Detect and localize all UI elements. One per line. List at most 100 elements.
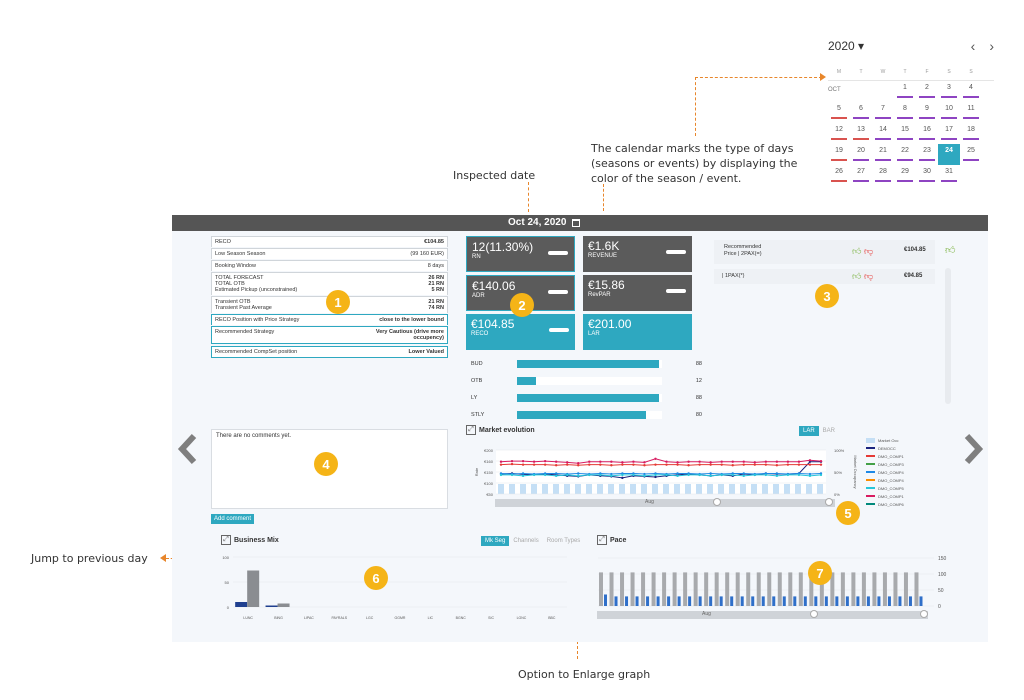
legend-entry[interactable]: DMO_COMP1: [866, 452, 936, 460]
calendar-day[interactable]: 11: [960, 102, 982, 123]
legend-entry[interactable]: DMO_COMP4: [866, 468, 936, 476]
data-point: [521, 474, 525, 478]
calendar-day[interactable]: 14: [872, 123, 894, 144]
calendar-day[interactable]: 16: [916, 123, 938, 144]
slider-handle[interactable]: [713, 498, 721, 506]
kpi-tile-rn[interactable]: 12(11.30%) RN: [466, 236, 575, 272]
calendar-day[interactable]: 1: [894, 81, 916, 102]
weekday-label: F: [925, 69, 929, 75]
data-point: [819, 459, 823, 463]
bar: [698, 596, 702, 606]
tab-room-types[interactable]: Room Types: [546, 538, 581, 544]
bar-fill: [517, 393, 659, 402]
calendar-day[interactable]: 6: [850, 102, 872, 123]
day-number: 25: [967, 147, 975, 154]
calendar-day[interactable]: 12: [828, 123, 850, 144]
calendar-day[interactable]: 13: [850, 123, 872, 144]
tab-lar[interactable]: LAR: [799, 426, 819, 436]
slider-handle[interactable]: [920, 610, 928, 618]
slider-handle[interactable]: [810, 610, 818, 618]
calendar-day[interactable]: 20: [850, 144, 872, 165]
legend-swatch: [866, 447, 875, 449]
calendar-day[interactable]: 27: [850, 165, 872, 186]
calendar-day[interactable]: 2: [916, 81, 938, 102]
day-number: 13: [857, 126, 865, 133]
occupancy-bar: [674, 484, 680, 494]
calendar-day[interactable]: 31: [938, 165, 960, 186]
day-color-bar: [963, 138, 979, 140]
previous-day-button[interactable]: [177, 432, 199, 466]
calendar-day[interactable]: 30: [916, 165, 938, 186]
thumbs-up-icon[interactable]: 👍︎: [852, 271, 862, 281]
tab-bar[interactable]: BAR: [822, 428, 836, 434]
calendar-day[interactable]: 7: [872, 102, 894, 123]
legend-entry[interactable]: DMO_COMP1: [866, 492, 936, 500]
kpi-tile-revenue[interactable]: €1.6K REVENUE: [583, 236, 692, 272]
next-day-button[interactable]: [962, 432, 984, 466]
expand-icon[interactable]: ⤢: [221, 535, 231, 545]
data-point: [808, 474, 812, 478]
calendar-day[interactable]: 17: [938, 123, 960, 144]
calendar-day[interactable]: 9: [916, 102, 938, 123]
calendar-prev-button[interactable]: ‹: [970, 38, 976, 54]
bar: [672, 572, 677, 606]
day-number: 14: [879, 126, 887, 133]
thumbs-down-icon[interactable]: 👎︎: [864, 271, 874, 281]
calendar-day[interactable]: 10: [938, 102, 960, 123]
market-range-slider[interactable]: Aug: [495, 498, 835, 507]
kpi-tile-revpar[interactable]: €15.86 RevPAR: [583, 275, 692, 311]
kpi-tile-lar[interactable]: €201.00 LAR: [583, 314, 692, 350]
slider-handle[interactable]: [825, 498, 833, 506]
bar: [866, 596, 870, 606]
expand-icon[interactable]: ⤢: [466, 425, 476, 435]
bar: [662, 572, 667, 606]
calendar-next-button[interactable]: ›: [989, 38, 994, 54]
expand-icon[interactable]: ⤢: [597, 535, 607, 545]
calendar-day[interactable]: 5: [828, 102, 850, 123]
legend-entry[interactable]: Market Occ: [866, 436, 936, 444]
calendar-year-select[interactable]: 2020 ▾: [828, 39, 865, 53]
data-point: [588, 460, 591, 463]
calendar-day[interactable]: 24: [938, 144, 960, 165]
calendar-day[interactable]: 8: [894, 102, 916, 123]
data-point: [632, 463, 635, 466]
calendar-day[interactable]: 4: [960, 81, 982, 102]
calendar-day[interactable]: 25: [960, 144, 982, 165]
compset-row: Recommended CompSet position Lower Valued: [211, 346, 448, 358]
thumbs-down-icon[interactable]: 👎︎: [864, 246, 874, 256]
tab-mk-seg[interactable]: Mk Seg: [481, 536, 510, 546]
legend-entry[interactable]: DEMOCC: [866, 444, 936, 452]
accept-price-icon[interactable]: 👍︎: [945, 245, 956, 256]
calendar-day[interactable]: 18: [960, 123, 982, 144]
calendar-day[interactable]: 26: [828, 165, 850, 186]
y-tick-label: 150: [938, 556, 947, 562]
legend-entry[interactable]: DMO_COMP4: [866, 476, 936, 484]
weekday-label: S: [969, 69, 973, 75]
calendar-day[interactable]: 19: [828, 144, 850, 165]
tab-channels[interactable]: Channels: [513, 538, 539, 544]
calendar-day[interactable]: 23: [916, 144, 938, 165]
calendar-day[interactable]: 29: [894, 165, 916, 186]
data-point: [709, 474, 712, 478]
pace-range-slider[interactable]: Aug: [597, 610, 928, 619]
y-axis-label: Rate: [474, 467, 479, 476]
day-number: 1: [903, 84, 907, 91]
calendar-icon[interactable]: [572, 218, 581, 227]
calendar-day[interactable]: 3: [938, 81, 960, 102]
legend-entry[interactable]: DMO_COMP3: [866, 460, 936, 468]
calendar-day[interactable]: 22: [894, 144, 916, 165]
data-point: [709, 472, 712, 475]
legend-entry[interactable]: DMO_COMP6: [866, 500, 936, 508]
calendar-day[interactable]: 15: [894, 123, 916, 144]
bar: [767, 572, 772, 606]
calendar-day[interactable]: 21: [872, 144, 894, 165]
legend-entry[interactable]: DMO_COMP5: [866, 484, 936, 492]
x-tick-label: LIC: [428, 616, 434, 620]
price-scrollbar[interactable]: [945, 268, 951, 404]
add-comment-button[interactable]: Add comment: [211, 514, 255, 524]
calendar-day[interactable]: 28: [872, 165, 894, 186]
day-number: 3: [947, 84, 951, 91]
legend-swatch: [866, 479, 875, 481]
thumbs-up-icon[interactable]: 👍︎: [852, 246, 862, 256]
kpi-tile-reco[interactable]: €104.85 RECO: [466, 314, 575, 350]
